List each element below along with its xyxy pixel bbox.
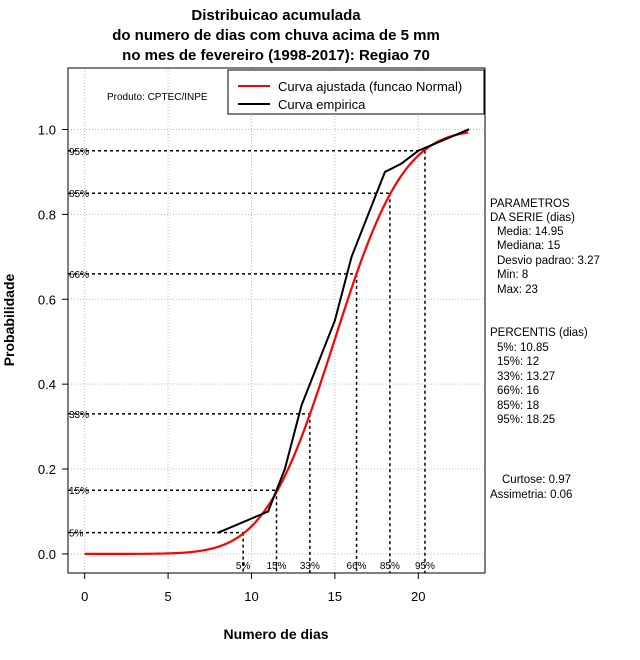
percentile-reference-lines bbox=[68, 150, 426, 573]
chart-title-line-2: do numero de dias com chuva acima de 5 m… bbox=[112, 27, 440, 44]
parametros-min: Min: 8 bbox=[497, 269, 528, 281]
plot-frame bbox=[67, 67, 486, 574]
empirical-point bbox=[300, 404, 303, 407]
x-tick-label: 15 bbox=[328, 589, 342, 604]
x-tick-label: 20 bbox=[411, 589, 425, 604]
x-tick-label: 0 bbox=[81, 589, 88, 604]
x-axis-label: Numero de dias bbox=[223, 626, 328, 642]
empirical-point bbox=[267, 510, 270, 513]
percentile-y-label: 5% bbox=[69, 529, 84, 540]
percentile-y-label: 33% bbox=[69, 410, 89, 421]
percentile-y-label: 15% bbox=[69, 486, 89, 497]
y-axis-label: Probabilidade bbox=[1, 274, 17, 367]
legend: Curva ajustada (funcao Normal) Curva emp… bbox=[227, 69, 485, 115]
chart-title-line-3: no mes de fevereiro (1998-2017): Regiao … bbox=[122, 47, 430, 64]
grid-lines bbox=[68, 68, 485, 573]
chart-title-line-1: Distribuicao acumulada bbox=[191, 7, 361, 24]
percentile-y-label: 85% bbox=[69, 189, 89, 200]
percentis-p15: 15%: 12 bbox=[497, 356, 539, 368]
percentile-x-label: 15% bbox=[266, 561, 286, 572]
empirical-point bbox=[400, 162, 403, 165]
y-tick-label: 0.8 bbox=[38, 207, 56, 222]
parametros-header-2: DA SERIE (dias) bbox=[490, 212, 575, 224]
x-axis-ticks: 0 5 10 15 20 bbox=[81, 573, 426, 604]
curtose-value: Curtose: 0.97 bbox=[502, 474, 571, 486]
percentile-x-label: 33% bbox=[300, 561, 320, 572]
parametros-mediana: Mediana: 15 bbox=[497, 240, 560, 252]
percentile-x-label: 95% bbox=[415, 561, 435, 572]
empirical-point bbox=[350, 255, 353, 258]
percentile-y-label: 95% bbox=[69, 147, 89, 158]
empirical-point bbox=[283, 468, 286, 471]
empirical-point bbox=[367, 213, 370, 216]
percentile-x-label: 85% bbox=[380, 561, 400, 572]
legend-label-fitted: Curva ajustada (funcao Normal) bbox=[278, 79, 462, 94]
percentis-p95: 95%: 18.25 bbox=[497, 414, 555, 426]
y-tick-label: 0.4 bbox=[38, 377, 56, 392]
empirical-point bbox=[383, 170, 386, 173]
percentis-p85: 85%: 18 bbox=[497, 400, 539, 412]
empirical-point bbox=[467, 128, 470, 131]
percentile-x-label: 66% bbox=[347, 561, 367, 572]
empirical-point bbox=[333, 319, 336, 322]
parametros-header-1: PARAMETROS bbox=[490, 198, 570, 210]
empirical-point bbox=[417, 149, 420, 152]
y-axis-ticks: 0.0 0.2 0.4 0.6 0.8 1.0 bbox=[38, 123, 68, 562]
parametros-max: Max: 23 bbox=[497, 284, 538, 296]
percentile-y-label: 66% bbox=[69, 270, 89, 281]
x-tick-label: 10 bbox=[244, 589, 258, 604]
percentile-labels: 5% 5% 15% 15% 33% 33% 66% 66% 85% 85% 95% 95% bbox=[69, 147, 435, 572]
y-tick-label: 0.6 bbox=[38, 292, 56, 307]
y-tick-label: 0.0 bbox=[38, 547, 56, 562]
y-tick-label: 1.0 bbox=[38, 123, 56, 138]
parametros-desvio: Desvio padrao: 3.27 bbox=[497, 255, 600, 267]
percentis-header: PERCENTIS (dias) bbox=[490, 327, 588, 339]
assimetria-value: Assimetria: 0.06 bbox=[490, 489, 572, 501]
y-tick-label: 0.2 bbox=[38, 462, 56, 477]
legend-box bbox=[227, 69, 485, 115]
credit-label: Produto: CPTEC/INPE bbox=[107, 92, 208, 103]
data-series bbox=[84, 128, 470, 556]
legend-label-empirical: Curva empirica bbox=[278, 97, 366, 112]
percentile-x-label: 5% bbox=[236, 561, 251, 572]
series-parameters-panel: PARAMETROS DA SERIE (dias) Media: 14.95 … bbox=[490, 198, 600, 296]
x-tick-label: 5 bbox=[164, 589, 171, 604]
percentis-p5: 5%: 10.85 bbox=[497, 342, 549, 354]
parametros-media: Media: 14.95 bbox=[497, 226, 564, 238]
percentis-p33: 33%: 13.27 bbox=[497, 371, 555, 383]
shape-statistics-panel: Curtose: 0.97 Assimetria: 0.06 bbox=[490, 474, 572, 501]
empirical-point bbox=[217, 531, 220, 534]
percentis-p66: 66%: 16 bbox=[497, 385, 539, 397]
percentiles-panel: PERCENTIS (dias) 5%: 10.85 15%: 12 33%: … bbox=[490, 327, 588, 426]
